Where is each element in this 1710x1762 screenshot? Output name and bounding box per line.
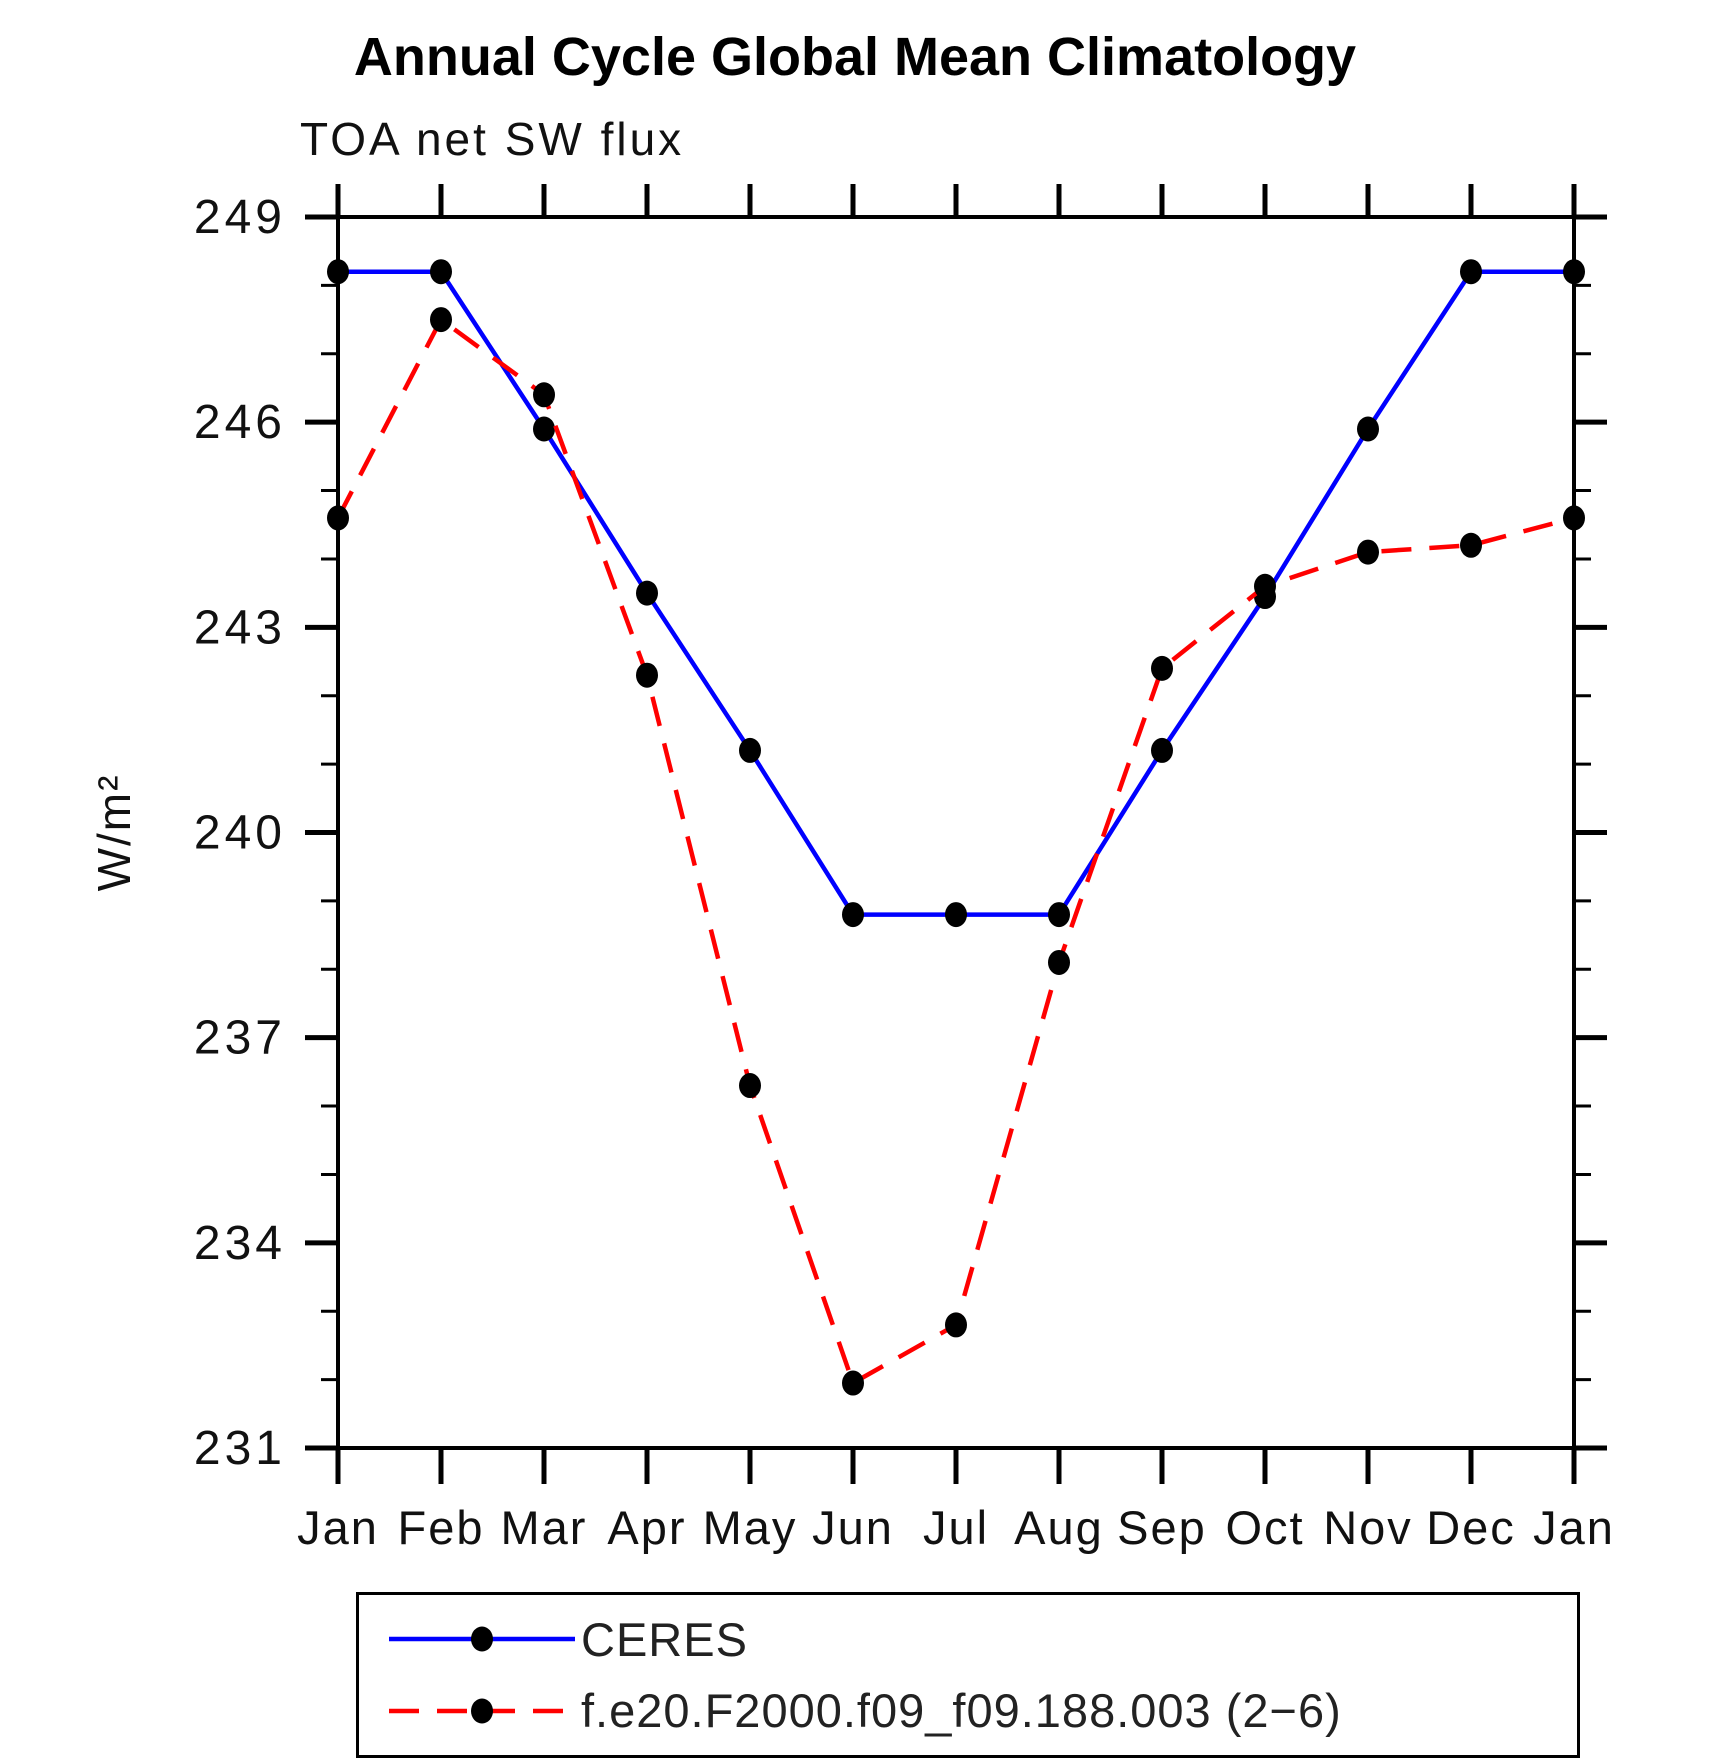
legend-row: f.e20.F2000.f09_f09.188.003 (2−6) [387, 1683, 1577, 1738]
data-point-marker [327, 505, 349, 531]
data-point-marker [842, 902, 864, 928]
x-tick-label: Nov [1323, 1501, 1413, 1554]
data-point-marker [1460, 259, 1482, 285]
y-tick-label: 240 [194, 807, 286, 860]
data-point-marker [1151, 655, 1173, 681]
x-tick-label: Oct [1225, 1501, 1304, 1554]
chart-canvas: Jan Feb Mar Apr May Jun Jul Aug Sep Oct Nov Dec Jan2… [88, 184, 1615, 1554]
x-tick-label: May [703, 1501, 798, 1554]
y-tick-label: 243 [194, 601, 286, 654]
x-tick-label: Sep [1117, 1501, 1207, 1554]
data-point-marker [1254, 573, 1276, 599]
data-point-marker [1151, 737, 1173, 763]
x-tick-label: Jan [297, 1501, 379, 1554]
y-tick-label: 237 [194, 1012, 286, 1065]
x-tick-label: Feb [398, 1501, 485, 1554]
y-tick-label: 246 [194, 396, 286, 449]
data-point-marker [739, 1073, 761, 1099]
data-point-marker [533, 416, 555, 442]
data-point-marker [945, 902, 967, 928]
x-tick-label: Mar [501, 1501, 588, 1554]
y-tick-label: 249 [194, 191, 286, 244]
y-tick-label: 231 [194, 1422, 286, 1475]
chart-subtitle: TOA net SW flux [300, 113, 685, 165]
legend-label: CERES [581, 1612, 748, 1666]
data-point-marker [636, 580, 658, 606]
legend-marker [471, 1626, 493, 1652]
chart-title: Annual Cycle Global Mean Climatology [353, 27, 1357, 87]
data-point-marker [1460, 532, 1482, 558]
x-tick-label: Jan [1533, 1501, 1615, 1554]
data-point-marker [945, 1312, 967, 1338]
data-point-marker [1357, 416, 1379, 442]
series-line-0 [338, 269, 1574, 917]
legend-label: f.e20.F2000.f09_f09.188.003 (2−6) [581, 1684, 1342, 1738]
series-line-1 [336, 317, 1575, 1386]
data-point-marker [1357, 539, 1379, 565]
y-tick-label: 234 [194, 1217, 286, 1270]
x-tick-label: Apr [607, 1501, 686, 1554]
x-tick-label: Jun [812, 1501, 894, 1554]
data-point-marker [1048, 902, 1070, 928]
data-point-marker [739, 737, 761, 763]
legend-row: CERES [387, 1612, 1577, 1667]
legend-box: CERES f.e20.F2000.f09_f09.188.003 (2−6) [356, 1592, 1580, 1758]
x-tick-label: Aug [1014, 1501, 1104, 1554]
data-point-marker [636, 662, 658, 688]
data-point-marker [1563, 505, 1585, 531]
data-point-marker [1563, 259, 1585, 285]
legend-line-swatch [389, 1698, 575, 1724]
x-tick-label: Dec [1426, 1501, 1516, 1554]
x-tick-label: Jul [923, 1501, 989, 1554]
data-point-marker [327, 259, 349, 285]
legend-line-swatch [389, 1626, 575, 1652]
legend-marker [471, 1698, 493, 1724]
data-point-marker [430, 307, 452, 333]
data-point-marker [533, 382, 555, 408]
data-point-marker [842, 1370, 864, 1396]
data-point-marker [430, 259, 452, 285]
y-axis-label: W/m² [88, 774, 140, 892]
data-point-marker [1048, 949, 1070, 975]
